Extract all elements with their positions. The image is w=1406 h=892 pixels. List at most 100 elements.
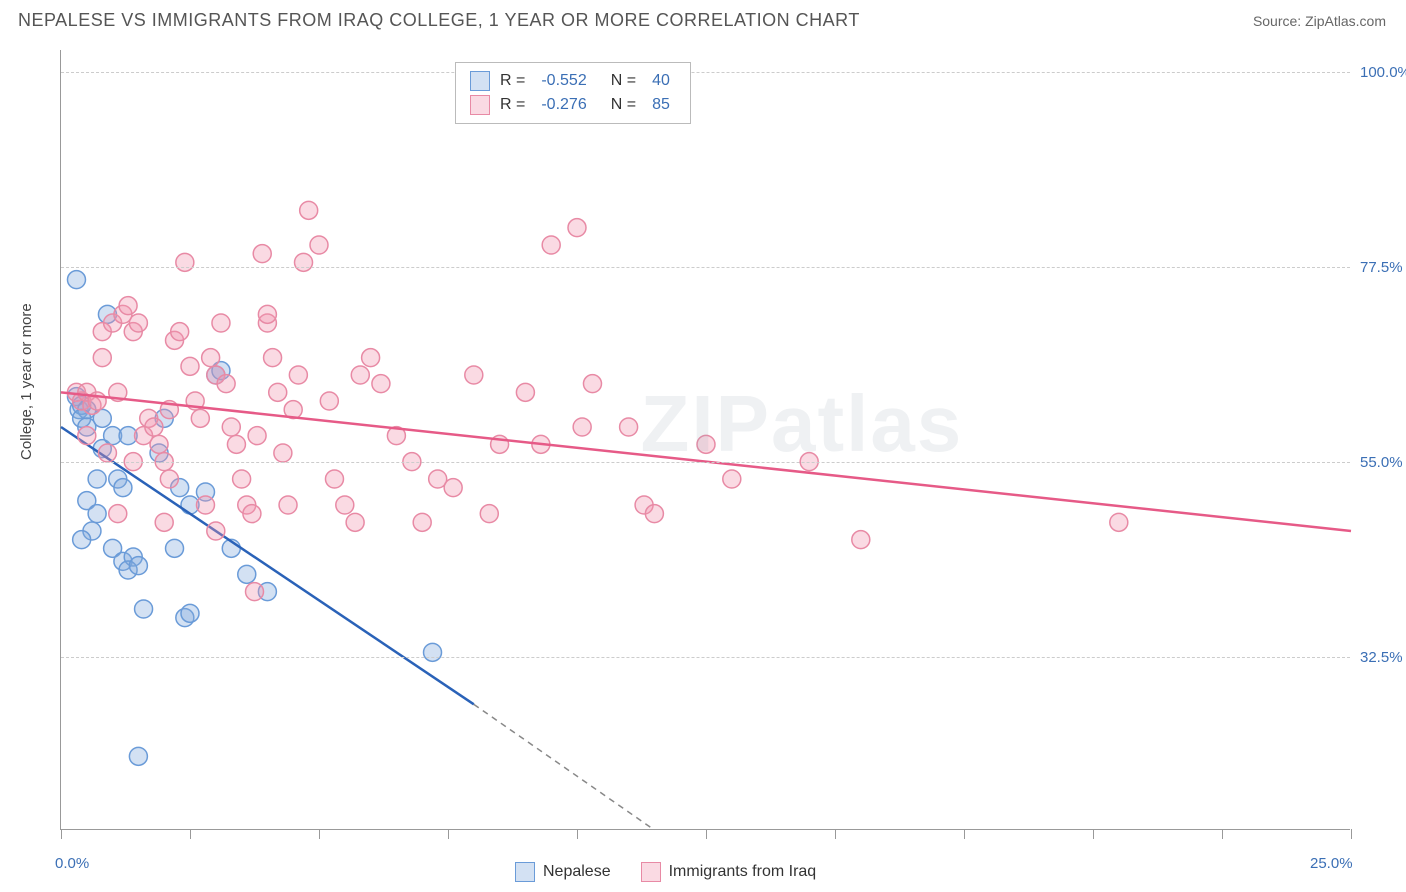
data-point	[78, 427, 96, 445]
stat-r-value: -0.276	[535, 96, 592, 114]
x-tick	[835, 829, 836, 839]
data-point	[227, 435, 245, 453]
data-point	[93, 349, 111, 367]
x-tick	[61, 829, 62, 839]
data-point	[88, 470, 106, 488]
data-point	[202, 349, 220, 367]
gridline	[61, 462, 1350, 463]
data-point	[413, 513, 431, 531]
x-tick	[1351, 829, 1352, 839]
data-point	[109, 505, 127, 523]
data-point	[1110, 513, 1128, 531]
gridline	[61, 267, 1350, 268]
data-point	[723, 470, 741, 488]
data-point	[248, 427, 266, 445]
data-point	[88, 505, 106, 523]
x-tick	[1222, 829, 1223, 839]
data-point	[212, 314, 230, 332]
stat-r-label: R =	[500, 72, 525, 90]
stats-legend-row: R = -0.276 N = 85	[470, 93, 676, 117]
data-point	[253, 245, 271, 263]
data-point	[233, 470, 251, 488]
stat-n-label: N =	[603, 96, 636, 114]
data-point	[362, 349, 380, 367]
data-point	[274, 444, 292, 462]
x-tick	[190, 829, 191, 839]
data-point	[145, 418, 163, 436]
data-point	[444, 479, 462, 497]
data-point	[129, 557, 147, 575]
data-point	[568, 219, 586, 237]
data-point	[150, 435, 168, 453]
stats-legend: R = -0.552 N = 40 R = -0.276 N = 85	[455, 62, 691, 124]
stat-n-label: N =	[603, 72, 636, 90]
x-tick-label: 25.0%	[1310, 855, 1353, 872]
data-point	[480, 505, 498, 523]
data-point	[129, 314, 147, 332]
data-point	[279, 496, 297, 514]
legend-swatch	[641, 862, 661, 882]
x-tick	[448, 829, 449, 839]
data-point	[697, 435, 715, 453]
data-point	[160, 470, 178, 488]
x-tick-label: 0.0%	[55, 855, 89, 872]
data-point	[171, 323, 189, 341]
y-tick-label: 32.5%	[1360, 649, 1403, 666]
data-point	[181, 604, 199, 622]
stats-legend-row: R = -0.552 N = 40	[470, 69, 676, 93]
data-point	[166, 539, 184, 557]
data-point	[320, 392, 338, 410]
data-point	[264, 349, 282, 367]
data-point	[129, 747, 147, 765]
legend-label: Nepalese	[543, 863, 611, 881]
data-point	[351, 366, 369, 384]
y-axis-label: College, 1 year or more	[18, 303, 35, 460]
chart-title: NEPALESE VS IMMIGRANTS FROM IRAQ COLLEGE…	[18, 10, 860, 31]
data-point	[516, 383, 534, 401]
legend-item: Nepalese	[515, 862, 611, 882]
data-point	[114, 479, 132, 497]
data-point	[620, 418, 638, 436]
legend-swatch	[470, 95, 490, 115]
x-tick	[319, 829, 320, 839]
data-point	[135, 600, 153, 618]
gridline	[61, 657, 1350, 658]
data-point	[243, 505, 261, 523]
data-point	[258, 305, 276, 323]
stat-n-value: 40	[646, 72, 676, 90]
y-tick-label: 77.5%	[1360, 259, 1403, 276]
stat-r-value: -0.552	[535, 72, 592, 90]
data-point	[346, 513, 364, 531]
data-point	[295, 253, 313, 271]
legend-item: Immigrants from Iraq	[641, 862, 817, 882]
data-point	[325, 470, 343, 488]
chart-header: NEPALESE VS IMMIGRANTS FROM IRAQ COLLEGE…	[0, 0, 1406, 41]
stat-n-value: 85	[646, 96, 676, 114]
data-point	[191, 409, 209, 427]
data-point	[573, 418, 591, 436]
chart-svg	[61, 50, 1351, 830]
data-point	[207, 522, 225, 540]
legend-swatch	[515, 862, 535, 882]
data-point	[155, 513, 173, 531]
data-point	[465, 366, 483, 384]
data-point	[119, 297, 137, 315]
y-tick-label: 100.0%	[1360, 64, 1406, 81]
data-point	[310, 236, 328, 254]
trend-line-extrapolated	[474, 704, 655, 830]
data-point	[542, 236, 560, 254]
x-tick	[706, 829, 707, 839]
x-tick	[1093, 829, 1094, 839]
chart-plot-area	[60, 50, 1350, 830]
source-attribution: Source: ZipAtlas.com	[1253, 13, 1386, 29]
stat-r-label: R =	[500, 96, 525, 114]
x-tick	[577, 829, 578, 839]
data-point	[181, 357, 199, 375]
data-point	[67, 271, 85, 289]
data-point	[98, 444, 116, 462]
data-point	[852, 531, 870, 549]
series-legend: Nepalese Immigrants from Iraq	[515, 862, 816, 882]
data-point	[372, 375, 390, 393]
data-point	[583, 375, 601, 393]
data-point	[238, 565, 256, 583]
